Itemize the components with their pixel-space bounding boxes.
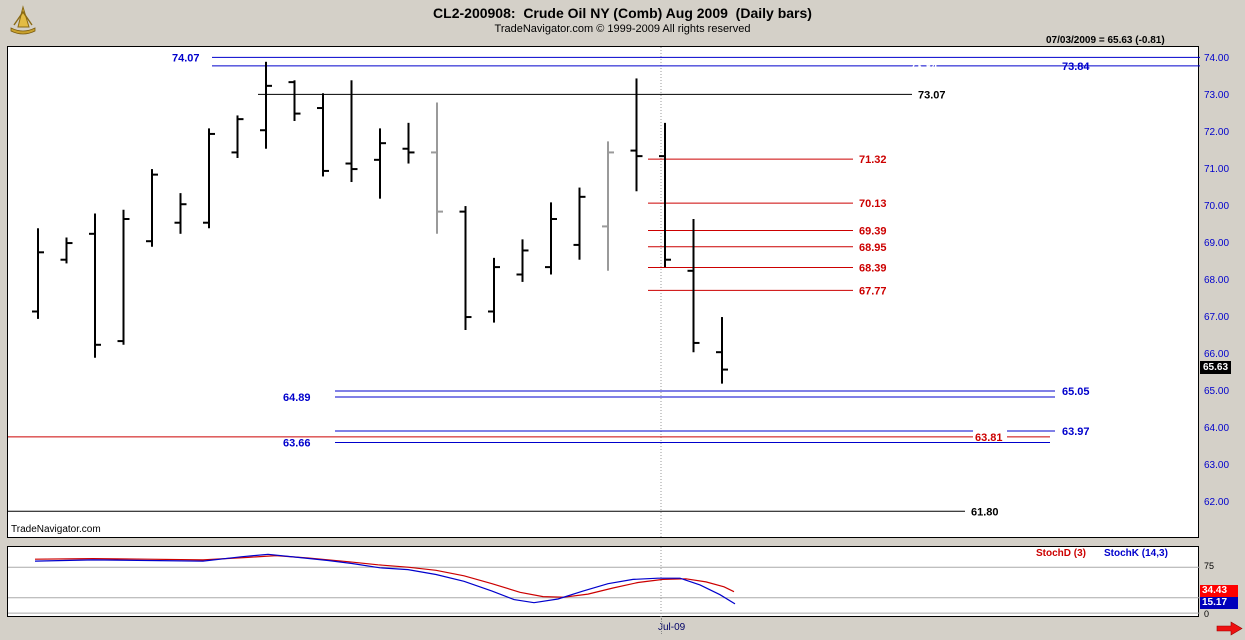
price-tick: 74.00 — [1204, 52, 1230, 64]
ohlc-bar — [60, 237, 73, 264]
price-tick: 70.00 — [1204, 200, 1230, 212]
scroll-right-arrow-icon[interactable] — [1216, 621, 1243, 636]
ohlc-bar — [716, 317, 728, 384]
price-axis[interactable]: 74.00 73.00 72.00 71.00 70.00 69.00 68.00 67.00… — [1200, 0, 1245, 640]
ohlc-bar — [488, 257, 500, 323]
level-label-63.81[interactable]: 63.81 — [975, 432, 1003, 444]
ohlc-bar — [459, 206, 472, 330]
price-tick: 67.00 — [1204, 311, 1230, 323]
level-label-63.66[interactable]: 63.66 — [283, 437, 311, 449]
price-tick: 66.00 — [1204, 348, 1230, 360]
level-label-68.39[interactable]: 68.39 — [859, 262, 887, 274]
level-label-bg — [973, 426, 1007, 440]
stochk-value-box: 15.17 — [1200, 597, 1238, 609]
level-label-69.39[interactable]: 69.39 — [859, 225, 887, 237]
price-tick: 65.00 — [1204, 385, 1230, 397]
price-tick: 72.00 — [1204, 126, 1230, 138]
copyright-line: TradeNavigator.com © 1999-2009 All right… — [494, 23, 751, 35]
price-tick: 68.00 — [1204, 274, 1230, 286]
tradenavigator-logo-icon — [10, 5, 36, 35]
ohlc-bar — [146, 169, 158, 247]
ohlc-bar — [203, 128, 215, 229]
ohlc-bar — [288, 80, 301, 121]
ohlc-bar — [431, 102, 443, 234]
ohlc-bar — [231, 115, 244, 158]
level-label-70.13[interactable]: 70.13 — [859, 198, 887, 210]
ohlc-bar — [89, 213, 101, 358]
price-tick: 64.00 — [1204, 422, 1230, 434]
stochk-line — [34, 553, 736, 605]
stochd-legend[interactable]: StochD (3) — [1036, 548, 1086, 559]
ohlc-bar — [516, 239, 529, 282]
level-label-64.89[interactable]: 64.89 — [283, 392, 311, 404]
ohlc-bar — [117, 209, 130, 345]
ohlc-bar — [573, 187, 586, 260]
ohlc-bar — [317, 93, 329, 177]
price-tick: 62.00 — [1204, 496, 1230, 508]
level-label-63.97[interactable]: 63.97 — [1062, 426, 1090, 438]
level-label-61.80[interactable]: 61.80 — [971, 506, 999, 518]
level-label-73.84[interactable]: 73.84 — [1062, 61, 1090, 73]
month-separator-extension — [661, 618, 662, 634]
stochastic-panel[interactable] — [7, 546, 1200, 618]
last-price-box: 65.63 — [1200, 360, 1232, 374]
ohlc-bar — [659, 122, 671, 268]
level-label-67.77[interactable]: 67.77 — [859, 285, 887, 297]
level-label-65.05[interactable]: 65.05 — [1062, 386, 1090, 398]
highlighted-level-label[interactable]: 73.84 — [910, 61, 938, 73]
price-tick: 63.00 — [1204, 459, 1230, 471]
stochd-line — [34, 554, 735, 598]
stochd-value-box: 34.43 — [1200, 585, 1238, 597]
level-label-71.32[interactable]: 71.32 — [859, 154, 887, 166]
stoch-scale-0: 0 — [1204, 609, 1210, 619]
price-tick: 71.00 — [1204, 163, 1230, 175]
stochk-legend[interactable]: StochK (14,3) — [1104, 548, 1168, 559]
level-label-74.07[interactable]: 74.07 — [172, 52, 200, 64]
ohlc-bar — [545, 202, 557, 275]
ohlc-bar — [630, 78, 643, 192]
stochastic-canvas[interactable] — [8, 547, 1200, 618]
ohlc-bar — [260, 61, 272, 149]
ohlc-bar — [32, 228, 44, 319]
ohlc-bar — [345, 80, 358, 183]
chart-watermark: TradeNavigator.com — [11, 524, 101, 535]
ohlc-bar — [402, 122, 415, 164]
level-label-68.95[interactable]: 68.95 — [859, 242, 887, 254]
ohlc-bar — [687, 219, 700, 353]
ohlc-bar — [174, 193, 187, 234]
price-chart-panel[interactable]: 74.07 73.84 73.07 71.32 70.13 69.39 68.95 68.39… — [7, 46, 1200, 539]
price-tick: 69.00 — [1204, 237, 1230, 249]
ohlc-bar — [374, 128, 386, 199]
level-label-73.07[interactable]: 73.07 — [918, 89, 946, 101]
month-axis-label: Jul-09 — [658, 622, 686, 633]
stoch-scale-75: 75 — [1204, 561, 1215, 571]
ohlc-bar — [602, 141, 614, 271]
chart-title: CL2-200908: Crude Oil NY (Comb) Aug 2009… — [433, 5, 812, 21]
price-chart-canvas[interactable]: 74.07 73.84 73.07 71.32 70.13 69.39 68.95 68.39… — [8, 47, 1200, 539]
last-quote-info: 07/03/2009 = 65.63 (-0.81) — [1046, 35, 1165, 46]
price-tick: 73.00 — [1204, 89, 1230, 101]
